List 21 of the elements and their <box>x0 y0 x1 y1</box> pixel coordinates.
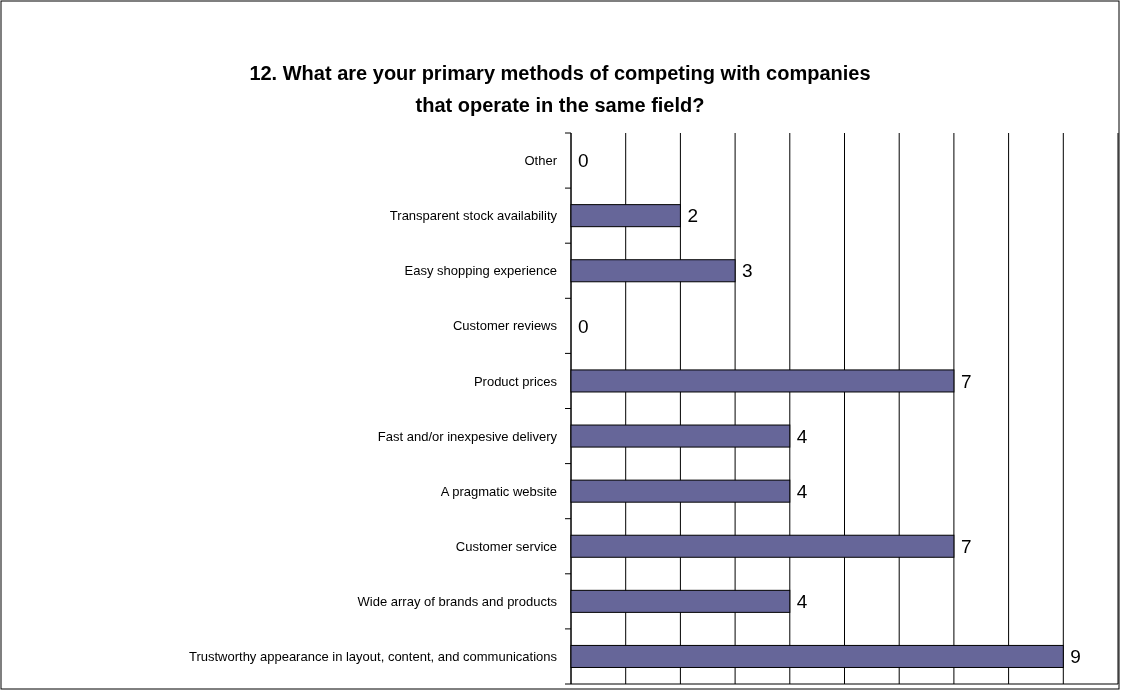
data-label: 4 <box>796 425 808 447</box>
y-tick-label: Customer reviews <box>452 318 558 334</box>
y-tick-label: Wide array of brands and products <box>357 593 558 609</box>
data-label: 0 <box>578 150 589 172</box>
y-tick-label: Customer service <box>455 538 557 554</box>
chart-title: 12. What are your primary methods of competing with companies that operate in the same field? <box>249 62 871 116</box>
y-tick-label: Easy shopping experience <box>404 263 557 279</box>
y-tick-label: Other <box>524 153 558 169</box>
y-tick-label: Fast and/or inexpesive delivery <box>377 428 558 444</box>
y-tick-label: Trustworthy appearance in layout, content, and communications <box>188 649 558 664</box>
data-label: 7 <box>960 535 972 557</box>
data-label: 4 <box>796 591 808 612</box>
data-label: 7 <box>960 370 972 392</box>
data-label: 4 <box>796 480 808 502</box>
y-tick-label: Product prices <box>473 373 558 389</box>
data-label: 3 <box>742 260 753 282</box>
y-tick-label: A pragmatic website <box>440 483 557 499</box>
y-tick-label: Transparent stock availability <box>389 208 558 224</box>
data-label: 9 <box>1070 646 1081 668</box>
data-label: 2 <box>687 205 698 227</box>
data-label: 0 <box>578 315 589 337</box>
